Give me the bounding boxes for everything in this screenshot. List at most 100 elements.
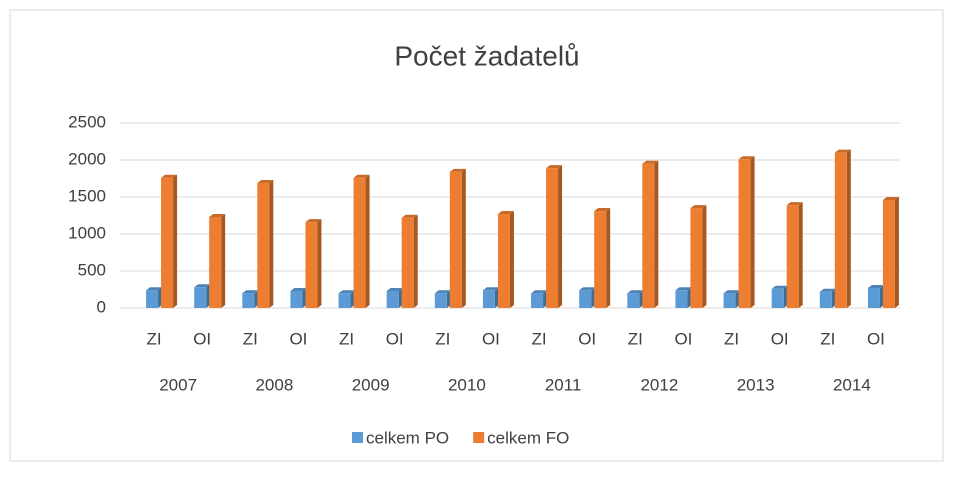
x-group-label: 2008 [255, 375, 293, 394]
bar-side [846, 149, 851, 308]
bar [834, 152, 847, 308]
bar [209, 216, 222, 308]
bar-top [690, 205, 707, 209]
bar-top [338, 290, 355, 294]
bar-top [386, 287, 403, 291]
bar [627, 293, 640, 308]
bar [690, 208, 703, 308]
x-tick-label: OI [482, 329, 500, 348]
x-group-label: 2010 [448, 375, 486, 394]
bar [546, 168, 559, 308]
bar-top [642, 160, 659, 164]
bar [449, 171, 462, 308]
bar-side [173, 174, 178, 308]
bar-top [161, 174, 178, 178]
bar [290, 290, 303, 308]
bar-top [834, 149, 851, 153]
bar [786, 205, 799, 308]
x-group-label: 2014 [833, 375, 871, 394]
bar-side [654, 160, 659, 308]
bar [867, 288, 880, 308]
y-tick-label: 1000 [68, 223, 106, 242]
bar-top [449, 168, 466, 172]
bar-top [353, 174, 370, 178]
bar [642, 163, 655, 308]
x-group-label: 2012 [640, 375, 678, 394]
bar [579, 290, 592, 308]
bar-side [702, 205, 707, 308]
bar-side [221, 213, 226, 308]
bar-side [269, 179, 274, 308]
bar-top [257, 179, 274, 183]
bar-top [867, 285, 884, 289]
bar-side [509, 211, 514, 308]
x-tick-label: OI [289, 329, 307, 348]
bar [257, 182, 270, 308]
bar-side [461, 168, 466, 308]
bar-top [305, 219, 322, 223]
bar-top [401, 214, 418, 218]
bar-top [209, 213, 226, 217]
bar [386, 290, 399, 308]
bar [194, 287, 207, 308]
bar [882, 199, 895, 308]
bar-top [627, 290, 644, 294]
y-tick-label: 0 [97, 297, 106, 316]
bar-top [819, 288, 836, 292]
bar [242, 293, 255, 308]
legend-label: celkem FO [487, 428, 569, 447]
x-tick-label: OI [386, 329, 404, 348]
bar [594, 211, 607, 308]
bar-top [531, 290, 548, 294]
bar [305, 222, 318, 308]
bar [353, 177, 366, 308]
bar-side [365, 174, 370, 308]
x-tick-label: OI [771, 329, 789, 348]
bar [531, 293, 544, 308]
bar [401, 217, 414, 308]
y-tick-label: 500 [78, 260, 106, 279]
bar-top [546, 165, 563, 169]
y-tick-label: 2500 [68, 112, 106, 131]
bar [161, 177, 174, 308]
bar-side [606, 208, 611, 308]
x-tick-label: ZI [724, 329, 739, 348]
bar-top [290, 287, 307, 291]
bar-top [434, 290, 451, 294]
bar [723, 293, 736, 308]
bar-top [194, 284, 211, 288]
bar-top [497, 211, 514, 215]
bar-top [242, 290, 259, 294]
x-tick-label: ZI [243, 329, 258, 348]
x-tick-label: ZI [532, 329, 547, 348]
bar-top [482, 287, 499, 291]
x-group-label: 2011 [545, 375, 582, 394]
bar-side [413, 214, 418, 308]
bar-top [738, 156, 755, 160]
bar-top [146, 287, 163, 291]
y-tick-label: 1500 [68, 186, 106, 205]
x-tick-label: ZI [435, 329, 450, 348]
bar-top [723, 290, 740, 294]
x-group-label: 2013 [737, 375, 775, 394]
legend-swatch [352, 432, 363, 443]
bar-side [750, 156, 755, 308]
bar-top [771, 285, 788, 289]
bar-top [882, 196, 899, 200]
bar [146, 290, 159, 308]
bar [497, 214, 510, 308]
x-tick-label: ZI [820, 329, 835, 348]
bar-side [798, 202, 803, 308]
bar [819, 291, 832, 308]
bar-top [786, 202, 803, 206]
bar [738, 159, 751, 308]
x-tick-label: ZI [339, 329, 354, 348]
x-tick-label: ZI [628, 329, 643, 348]
bar-top [579, 287, 596, 291]
legend-swatch [473, 432, 485, 443]
y-tick-label: 2000 [68, 149, 106, 168]
x-tick-label: ZI [147, 329, 162, 348]
bar [482, 290, 495, 308]
bar-top [675, 287, 692, 291]
